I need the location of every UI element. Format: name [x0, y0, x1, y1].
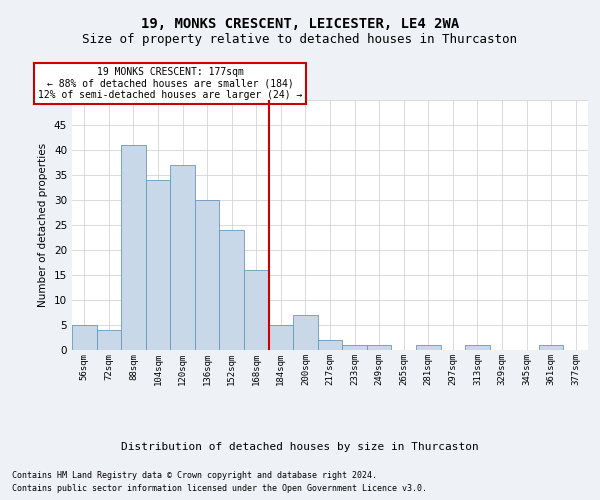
- Bar: [269, 325, 293, 350]
- Bar: [293, 315, 318, 350]
- Text: Distribution of detached houses by size in Thurcaston: Distribution of detached houses by size …: [121, 442, 479, 452]
- Bar: [367, 345, 391, 350]
- Bar: [416, 345, 440, 350]
- Bar: [342, 345, 367, 350]
- Bar: [539, 345, 563, 350]
- Bar: [195, 200, 220, 350]
- Text: Contains HM Land Registry data © Crown copyright and database right 2024.: Contains HM Land Registry data © Crown c…: [12, 471, 377, 480]
- Bar: [97, 330, 121, 350]
- Bar: [72, 325, 97, 350]
- Bar: [146, 180, 170, 350]
- Bar: [170, 165, 195, 350]
- Text: 19 MONKS CRESCENT: 177sqm
← 88% of detached houses are smaller (184)
12% of semi: 19 MONKS CRESCENT: 177sqm ← 88% of detac…: [38, 67, 302, 100]
- Bar: [318, 340, 342, 350]
- Text: 19, MONKS CRESCENT, LEICESTER, LE4 2WA: 19, MONKS CRESCENT, LEICESTER, LE4 2WA: [141, 18, 459, 32]
- Bar: [465, 345, 490, 350]
- Text: Contains public sector information licensed under the Open Government Licence v3: Contains public sector information licen…: [12, 484, 427, 493]
- Text: Size of property relative to detached houses in Thurcaston: Size of property relative to detached ho…: [83, 32, 517, 46]
- Bar: [220, 230, 244, 350]
- Bar: [121, 145, 146, 350]
- Bar: [244, 270, 269, 350]
- Y-axis label: Number of detached properties: Number of detached properties: [38, 143, 49, 307]
